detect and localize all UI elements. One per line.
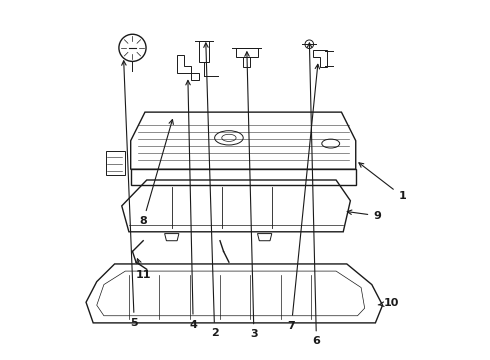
Text: 4: 4 — [186, 80, 197, 330]
Text: 6: 6 — [307, 43, 320, 346]
Bar — [236, 48, 258, 57]
Text: 5: 5 — [122, 61, 138, 328]
Text: 10: 10 — [378, 298, 399, 308]
Text: 9: 9 — [347, 210, 381, 221]
Bar — [198, 41, 209, 62]
Text: 8: 8 — [139, 120, 173, 226]
Bar — [106, 152, 125, 175]
Text: 1: 1 — [359, 163, 406, 201]
Text: 11: 11 — [135, 259, 151, 280]
Text: 2: 2 — [204, 43, 219, 338]
Text: 7: 7 — [288, 64, 319, 331]
Text: 3: 3 — [245, 52, 258, 339]
Bar — [243, 57, 250, 67]
